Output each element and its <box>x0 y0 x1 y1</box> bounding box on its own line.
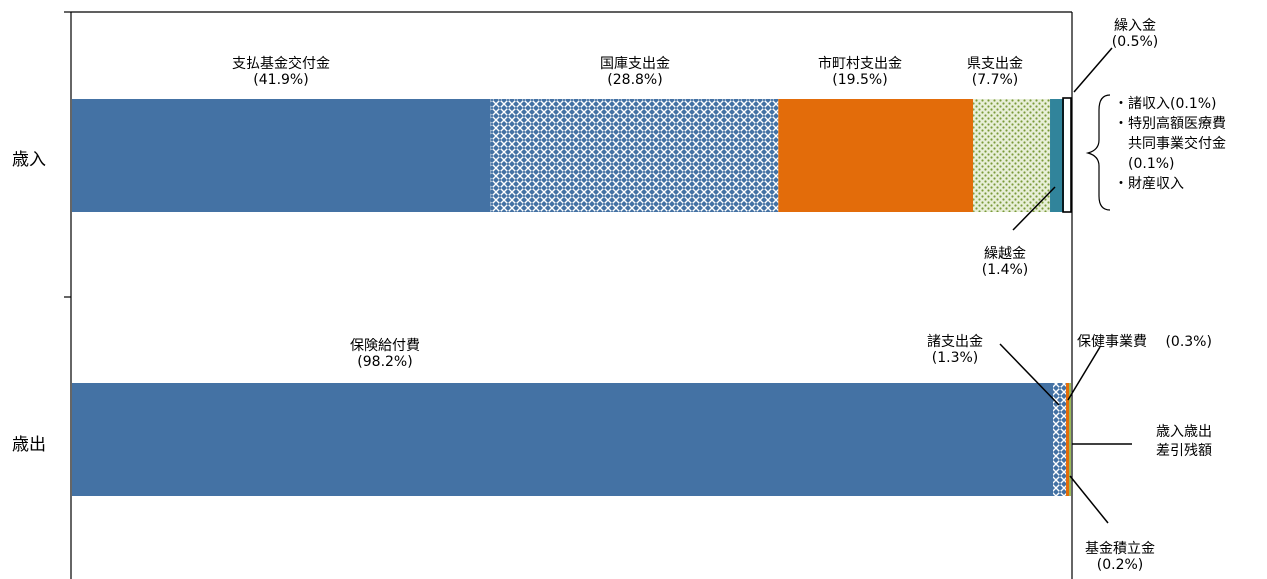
others-item: 共同事業交付金 <box>1114 134 1226 154</box>
segment-label-shoshishutsu: 諸支出金 (1.3%) <box>915 334 995 366</box>
segment-name: 市町村支出金 <box>775 56 945 72</box>
segment-label-shichoson: 市町村支出金 (19.5%) <box>775 56 945 88</box>
balance-line: 歳入歳出 <box>1122 423 1212 442</box>
segment-name: 国庫支出金 <box>535 56 735 72</box>
leader-line-kurikomi <box>1074 48 1112 92</box>
bar-segment-revenue-5 <box>1064 99 1069 212</box>
segment-label-hoken-jigyo: 保健事業費 (0.3%) <box>1077 334 1212 350</box>
category-label-expenditure: 歳出 <box>12 430 46 455</box>
segment-value: (98.2%) <box>285 354 485 370</box>
segment-value: (28.8%) <box>535 72 735 88</box>
segment-name: 保険給付費 <box>285 338 485 354</box>
bar-segment-expenditure-0 <box>72 383 1053 496</box>
segment-label-shiharai: 支払基金交付金 (41.9%) <box>181 56 381 88</box>
segment-name: 県支出金 <box>945 56 1045 72</box>
segment-label-hoken-kyufu: 保険給付費 (98.2%) <box>285 338 485 370</box>
others-item: (0.1%) <box>1114 154 1226 174</box>
segment-name: 保健事業費 <box>1077 334 1147 350</box>
segment-value: (1.3%) <box>915 350 995 366</box>
segment-value: (0.5%) <box>1095 34 1175 50</box>
bar-segment-revenue-4 <box>1050 99 1064 212</box>
segment-label-kurikoshi: 繰越金 (1.4%) <box>965 246 1045 278</box>
segment-value: (19.5%) <box>775 72 945 88</box>
others-item: ・特別高額医療費 <box>1114 114 1226 134</box>
segment-value: (1.4%) <box>965 262 1045 278</box>
segment-name: 基金積立金 <box>1070 541 1170 557</box>
segment-name: 支払基金交付金 <box>181 56 381 72</box>
bar-segments <box>72 99 1071 496</box>
others-item: ・財産収入 <box>1114 174 1226 194</box>
segment-label-kokko: 国庫支出金 (28.8%) <box>535 56 735 88</box>
revenue-others-list: ・諸収入(0.1%) ・特別高額医療費 共同事業交付金 (0.1%) ・財産収入 <box>1114 94 1226 194</box>
category-label-revenue: 歳入 <box>12 145 46 170</box>
segment-label-ken: 県支出金 (7.7%) <box>945 56 1045 88</box>
bar-segment-revenue-1 <box>491 99 779 212</box>
bar-segment-expenditure-3 <box>1069 383 1071 496</box>
segment-label-kikin: 基金積立金 (0.2%) <box>1070 541 1170 573</box>
bar-segment-revenue-0 <box>72 99 491 212</box>
segment-name: 繰入金 <box>1095 18 1175 34</box>
others-brace <box>1088 95 1110 210</box>
balance-line: 差引残額 <box>1122 442 1212 461</box>
segment-name: 繰越金 <box>965 246 1045 262</box>
segment-value: (7.7%) <box>945 72 1045 88</box>
balance-label: 歳入歳出 差引残額 <box>1122 423 1212 461</box>
leader-line-kikin <box>1070 476 1108 523</box>
bar-segment-revenue-3 <box>973 99 1050 212</box>
segment-value: (0.2%) <box>1070 557 1170 573</box>
others-item: ・諸収入(0.1%) <box>1114 94 1226 114</box>
leader-line-hoken-jigyo <box>1068 347 1100 400</box>
segment-label-kurikomi: 繰入金 (0.5%) <box>1095 18 1175 50</box>
segment-name: 諸支出金 <box>915 334 995 350</box>
bar-segment-revenue-2 <box>778 99 973 212</box>
segment-value: (0.3%) <box>1165 334 1212 350</box>
segment-value: (41.9%) <box>181 72 381 88</box>
